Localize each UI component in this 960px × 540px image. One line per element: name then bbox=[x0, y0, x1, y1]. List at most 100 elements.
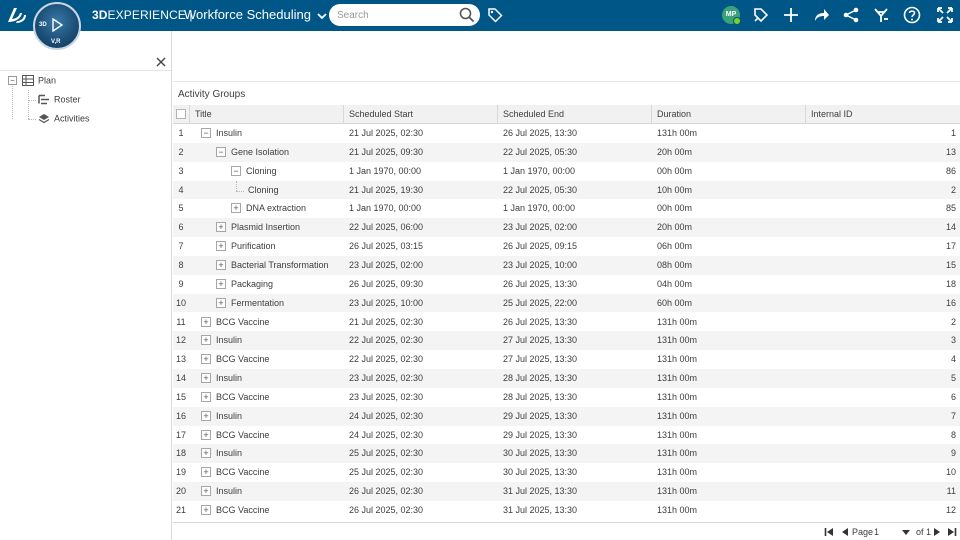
share-arrow-icon[interactable] bbox=[812, 6, 830, 24]
row-internal-id: 1 bbox=[950, 128, 956, 138]
row-scheduled-start: 21 Jul 2025, 09:30 bbox=[349, 146, 424, 157]
table-row[interactable]: 1 − Insulin 21 Jul 2025, 02:30 26 Jul 2025, … bbox=[173, 124, 960, 143]
collapse-row-button[interactable]: − bbox=[201, 128, 211, 138]
avatar[interactable]: MP bbox=[722, 6, 741, 25]
table-row[interactable]: 2 − Gene Isolation 21 Jul 2025, 09:30 22 Jul… bbox=[173, 142, 960, 162]
fullscreen-icon[interactable] bbox=[936, 6, 954, 24]
collapse-row-button[interactable]: − bbox=[216, 146, 226, 157]
row-title: Fermentation bbox=[231, 297, 285, 308]
row-internal-id: 12 bbox=[945, 505, 956, 515]
expand-row-button[interactable]: + bbox=[201, 448, 211, 459]
table-row[interactable]: 5 + DNA extraction 1 Jan 1970, 00:00 1 Jan 1… bbox=[173, 199, 960, 218]
add-icon[interactable] bbox=[782, 6, 800, 24]
row-scheduled-end: 30 Jul 2025, 13:30 bbox=[503, 467, 578, 478]
table-row[interactable]: 19 + BCG Vaccine 25 Jul 2025, 02:30 30 Jul 2… bbox=[173, 463, 960, 482]
help-icon[interactable] bbox=[903, 6, 921, 24]
row-scheduled-start: 26 Jul 2025, 02:30 bbox=[349, 486, 424, 497]
page-dropdown-icon[interactable] bbox=[901, 527, 911, 537]
app-title-dropdown[interactable]: Workforce Scheduling bbox=[184, 7, 327, 22]
row-scheduled-start: 23 Jul 2025, 02:00 bbox=[349, 259, 424, 270]
row-scheduled-end: 23 Jul 2025, 10:00 bbox=[503, 259, 578, 270]
expand-row-button[interactable]: + bbox=[201, 335, 211, 346]
row-duration: 08h 00m bbox=[657, 259, 693, 270]
table-row[interactable]: 16 + Insulin 24 Jul 2025, 02:30 29 Jul 2025,… bbox=[173, 406, 960, 426]
row-scheduled-end: 29 Jul 2025, 13:30 bbox=[503, 410, 578, 421]
expand-row-button[interactable]: + bbox=[216, 241, 226, 252]
expand-row-button[interactable]: + bbox=[201, 505, 211, 515]
row-internal-id: 9 bbox=[950, 448, 956, 459]
search-input[interactable] bbox=[329, 4, 480, 26]
table-row[interactable]: 21 + BCG Vaccine 26 Jul 2025, 02:30 31 Jul 2… bbox=[173, 501, 960, 520]
row-duration: 00h 00m bbox=[657, 203, 693, 214]
row-title: BCG Vaccine bbox=[216, 316, 270, 327]
search-icon[interactable] bbox=[459, 7, 475, 23]
expand-row-button[interactable]: + bbox=[201, 391, 211, 402]
table-row[interactable]: 4 Cloning 21 Jul 2025, 19:30 22 Jul 2025, 0… bbox=[173, 180, 960, 200]
previous-page-icon[interactable] bbox=[840, 527, 850, 537]
table-row[interactable]: 9 + Packaging 26 Jul 2025, 09:30 26 Jul 2025… bbox=[173, 275, 960, 294]
compass-widget[interactable]: 3D V,R bbox=[33, 2, 81, 50]
expand-row-button[interactable]: + bbox=[201, 354, 211, 365]
share-tag-icon[interactable] bbox=[752, 6, 770, 24]
network-share-icon[interactable] bbox=[842, 6, 860, 24]
expand-row-button[interactable]: + bbox=[216, 222, 226, 233]
expand-row-button[interactable]: + bbox=[201, 486, 211, 497]
expand-row-button[interactable]: + bbox=[201, 316, 211, 327]
row-title: DNA extraction bbox=[246, 203, 307, 214]
row-internal-id: 10 bbox=[945, 467, 956, 478]
app-title: Workforce Scheduling bbox=[184, 7, 311, 22]
last-page-icon[interactable] bbox=[947, 527, 957, 537]
table-row[interactable]: 11 + BCG Vaccine 21 Jul 2025, 02:30 26 Jul 2… bbox=[173, 313, 960, 332]
tree-collapse-toggle[interactable]: − bbox=[8, 76, 17, 85]
row-scheduled-end: 25 Jul 2025, 22:00 bbox=[503, 297, 578, 308]
tree-node-activities[interactable]: Activities bbox=[38, 113, 90, 127]
table-row[interactable]: 17 + BCG Vaccine 24 Jul 2025, 02:30 29 Jul 2… bbox=[173, 426, 960, 445]
column-header-title[interactable]: Title bbox=[190, 105, 344, 124]
tools-icon[interactable] bbox=[872, 6, 890, 24]
table-row[interactable]: 13 + BCG Vaccine 22 Jul 2025, 02:30 27 Jul 2… bbox=[173, 350, 960, 369]
row-title: Gene Isolation bbox=[231, 146, 290, 157]
expand-row-button[interactable]: + bbox=[216, 259, 226, 270]
page-number-input[interactable] bbox=[874, 526, 904, 538]
expand-row-button[interactable]: + bbox=[216, 297, 226, 308]
row-number: 14 bbox=[175, 373, 186, 384]
tree-node-plan[interactable]: Plan bbox=[22, 75, 56, 89]
row-scheduled-start: 22 Jul 2025, 02:30 bbox=[349, 335, 424, 346]
table-row[interactable]: 14 + Insulin 23 Jul 2025, 02:30 28 Jul 2025,… bbox=[173, 369, 960, 388]
tree-node-roster[interactable]: Roster bbox=[38, 94, 81, 108]
row-title: Cloning bbox=[246, 165, 277, 176]
row-internal-id: 14 bbox=[945, 222, 956, 233]
column-header-scheduled-start[interactable]: Scheduled Start bbox=[344, 105, 498, 124]
row-internal-id: 86 bbox=[945, 165, 956, 176]
table-row[interactable]: 18 + Insulin 25 Jul 2025, 02:30 30 Jul 2025,… bbox=[173, 444, 960, 464]
tree-guide bbox=[28, 90, 29, 119]
row-scheduled-end: 27 Jul 2025, 13:30 bbox=[503, 354, 578, 365]
expand-row-button[interactable]: + bbox=[201, 373, 211, 384]
expand-row-button[interactable]: + bbox=[201, 467, 211, 478]
expand-row-button[interactable]: + bbox=[231, 203, 241, 214]
column-header-internal-id[interactable]: Internal ID bbox=[806, 105, 960, 124]
table-row[interactable]: 8 + Bacterial Transformation 23 Jul 2025, 0… bbox=[173, 255, 960, 275]
table-row[interactable]: 3 − Cloning 1 Jan 1970, 00:00 1 Jan 1970, 00… bbox=[173, 162, 960, 181]
table-row[interactable]: 15 + BCG Vaccine 23 Jul 2025, 02:30 28 Jul 2… bbox=[173, 388, 960, 407]
first-page-icon[interactable] bbox=[824, 527, 834, 537]
column-header-duration[interactable]: Duration bbox=[652, 105, 806, 124]
next-page-icon[interactable] bbox=[932, 527, 942, 537]
close-icon[interactable] bbox=[156, 57, 166, 67]
table-row[interactable]: 20 + Insulin 26 Jul 2025, 02:30 31 Jul 2025,… bbox=[173, 482, 960, 501]
table-row[interactable]: 10 + Fermentation 23 Jul 2025, 10:00 25 Jul … bbox=[173, 293, 960, 313]
column-header-scheduled-end[interactable]: Scheduled End bbox=[498, 105, 652, 124]
expand-row-button[interactable]: + bbox=[201, 429, 211, 440]
row-scheduled-start: 23 Jul 2025, 02:30 bbox=[349, 391, 424, 402]
row-scheduled-end: 1 Jan 1970, 00:00 bbox=[503, 203, 576, 214]
table-row[interactable]: 6 + Plasmid Insertion 22 Jul 2025, 06:00 23 … bbox=[173, 218, 960, 238]
select-all-checkbox[interactable] bbox=[176, 109, 186, 119]
table-row[interactable]: 7 + Purification 26 Jul 2025, 03:15 26 Jul 2… bbox=[173, 237, 960, 256]
row-scheduled-end: 1 Jan 1970, 00:00 bbox=[503, 165, 576, 176]
expand-row-button[interactable]: + bbox=[216, 278, 226, 289]
expand-row-button[interactable]: + bbox=[201, 410, 211, 421]
row-duration: 131h 00m bbox=[657, 391, 698, 402]
tag-icon[interactable] bbox=[487, 7, 503, 23]
table-row[interactable]: 12 + Insulin 22 Jul 2025, 02:30 27 Jul 2025,… bbox=[173, 331, 960, 351]
collapse-row-button[interactable]: − bbox=[231, 165, 241, 176]
